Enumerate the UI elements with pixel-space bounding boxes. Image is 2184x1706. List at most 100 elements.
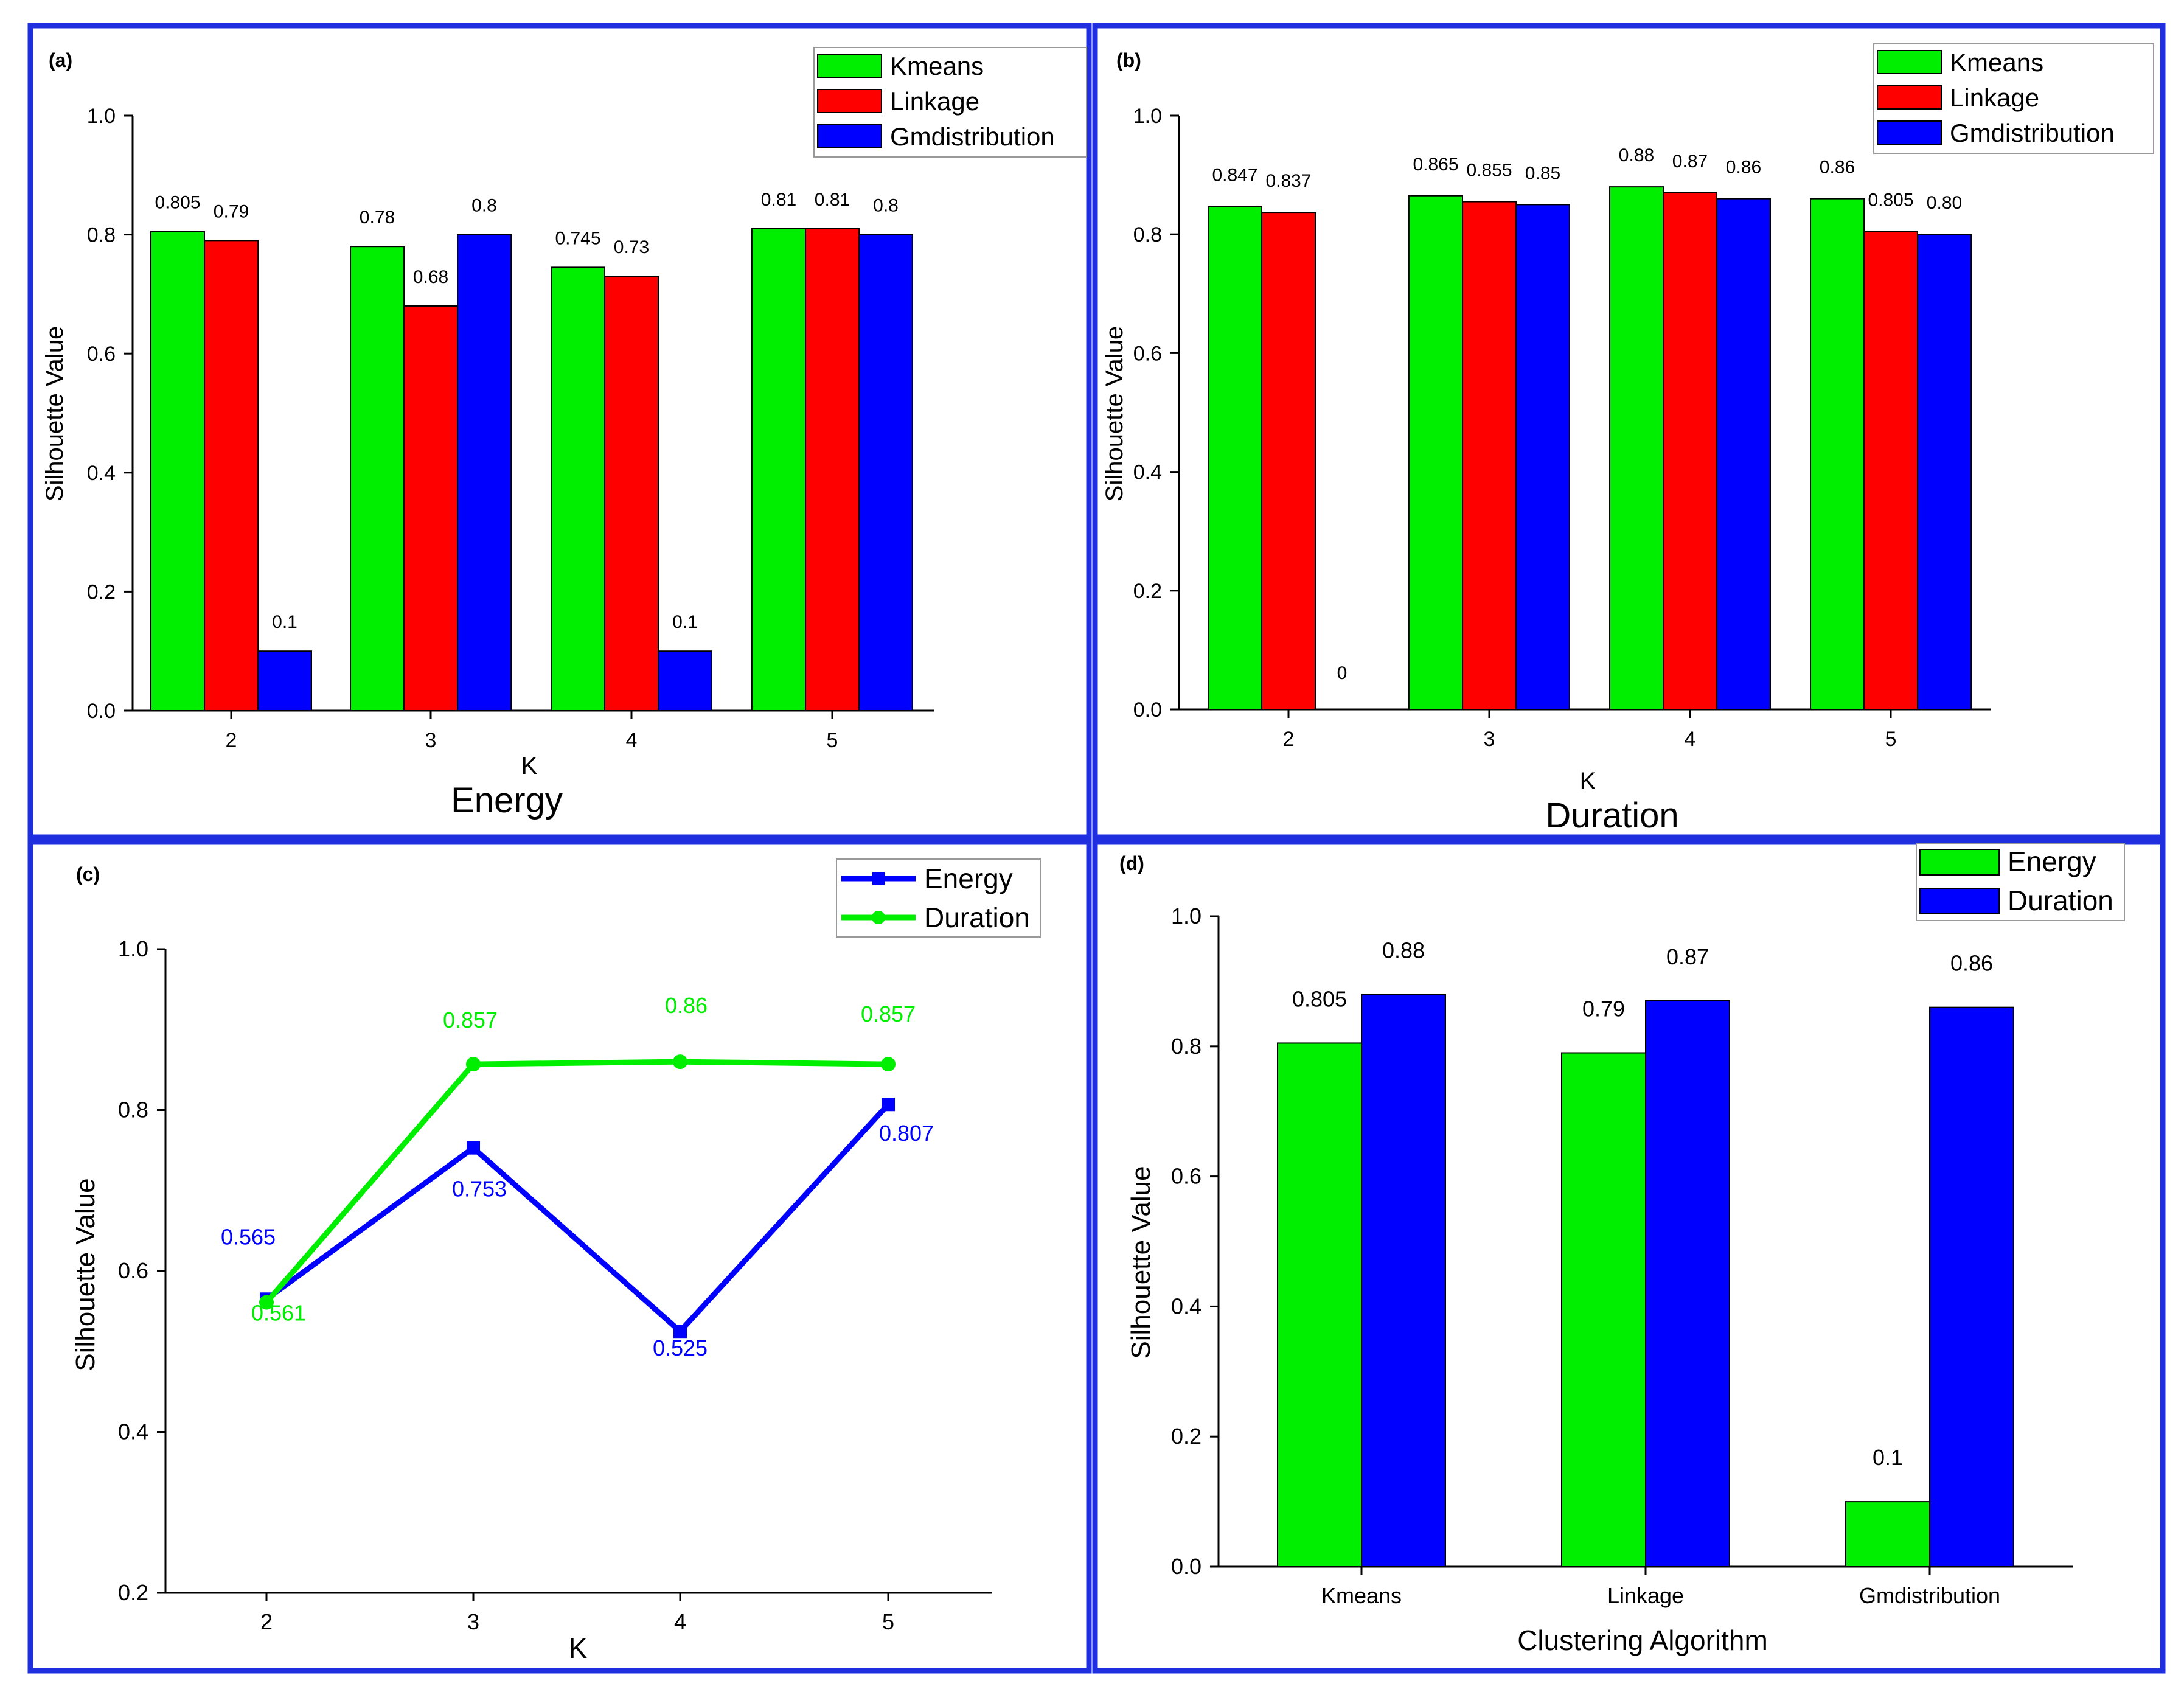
- x-axis-title: K: [521, 753, 538, 779]
- x-tick-label: 3: [425, 729, 437, 752]
- data-label: 0.805: [1292, 986, 1347, 1011]
- y-tick-label: 0.4: [1171, 1293, 1202, 1318]
- y-tick-label: 1.0: [1171, 903, 1202, 928]
- bar-gmdistribution-3: [457, 234, 512, 712]
- bar-linkage-4: [1663, 192, 1717, 710]
- bar-kmeans-3: [350, 246, 405, 712]
- x-axis-title: K: [1580, 768, 1596, 795]
- data-label: 0.81: [815, 190, 850, 210]
- y-tick-label: 1.0: [1133, 105, 1162, 128]
- bar-duration-gmdistribution: [1929, 1006, 2014, 1568]
- data-label: 0.865: [1413, 155, 1458, 175]
- bar-linkage-5: [805, 228, 860, 711]
- data-label: 0.86: [665, 993, 708, 1018]
- y-tick-label: 0.4: [87, 462, 116, 485]
- legend-box: [836, 858, 1041, 938]
- data-label: 0.805: [155, 193, 200, 213]
- data-label: 0.80: [1927, 193, 1962, 213]
- bar-gmdistribution-5: [1917, 234, 1972, 710]
- marker-duration: [466, 1057, 481, 1072]
- legend-marker: [872, 911, 885, 924]
- panel-label: (b): [1116, 49, 1141, 71]
- x-tick-label: 2: [260, 1609, 273, 1634]
- bar-energy-linkage: [1561, 1052, 1646, 1567]
- data-label: 0.8: [873, 196, 899, 216]
- y-tick-label: 0.2: [1171, 1424, 1202, 1449]
- panel-c: 0.2 0.4 0.6 0.8 1.0 2 3 4 5 Silhouette Value K (c) 0…: [71, 858, 1041, 1664]
- y-tick-label: 0.2: [118, 1580, 148, 1605]
- x-tick-label: 2: [1283, 728, 1295, 751]
- marker-energy: [673, 1325, 687, 1339]
- panel-d: 0.0 0.2 0.4 0.6 0.8 1.0 Kmeans Linkage Gmdistrib…: [1119, 843, 2125, 1656]
- bar-gmdistribution-2: [257, 650, 312, 711]
- legend-label: Kmeans: [1950, 48, 2043, 77]
- legend-label: Duration: [924, 902, 1030, 933]
- y-tick-label: 1.0: [87, 105, 116, 128]
- legend-label: Linkage: [1950, 83, 2039, 112]
- legend-label: Energy: [2008, 846, 2096, 877]
- legend-swatch: [1877, 50, 1942, 74]
- panel-label: (c): [76, 863, 100, 885]
- legend-swatch: [1919, 888, 2000, 914]
- data-label: 0.68: [413, 267, 448, 287]
- bar-energy-kmeans: [1277, 1042, 1362, 1567]
- y-tick-label: 0.8: [1171, 1034, 1202, 1059]
- y-tick-label: 0.6: [1133, 342, 1162, 365]
- legend-swatch: [1877, 85, 1942, 110]
- data-label: 0.855: [1466, 161, 1512, 181]
- data-label: 0.88: [1382, 938, 1425, 963]
- x-tick-label: Gmdistribution: [1859, 1583, 2000, 1608]
- data-label: 0.79: [1582, 996, 1625, 1021]
- x-axis-title: K: [569, 1632, 588, 1664]
- y-tick-label: 0.4: [1133, 461, 1162, 484]
- frame-b: [1092, 23, 2166, 840]
- bar-linkage-4: [604, 276, 659, 711]
- y-tick-label: 0.4: [118, 1419, 148, 1444]
- bar-linkage-2: [1261, 212, 1316, 710]
- y-tick-label: 0.8: [87, 224, 116, 247]
- y-tick-label: 0.8: [1133, 223, 1162, 246]
- data-label: 0.81: [761, 190, 796, 210]
- y-tick-label: 0.6: [118, 1258, 148, 1283]
- marker-energy: [467, 1141, 480, 1155]
- bar-linkage-5: [1863, 231, 1918, 710]
- legend-swatch: [817, 124, 882, 148]
- x-axis-title: Clustering Algorithm: [1517, 1624, 1768, 1656]
- y-axis-title: Silhouette Value: [71, 1178, 100, 1371]
- data-label: 0.847: [1212, 165, 1257, 185]
- data-label: 0.745: [555, 228, 600, 248]
- legend-marker: [872, 872, 885, 885]
- data-label: 0.805: [1868, 190, 1913, 210]
- x-tick-label: 4: [626, 729, 638, 752]
- legend-label: Energy: [924, 863, 1013, 894]
- x-tick-label: Linkage: [1607, 1583, 1684, 1608]
- y-tick-label: 0.6: [1171, 1164, 1202, 1189]
- legend-swatch: [817, 89, 882, 113]
- bar-kmeans-4: [551, 266, 605, 711]
- bar-gmdistribution-4: [658, 650, 712, 711]
- panel-b: 0.0 0.2 0.4 0.6 0.8 1.0 2 3 4 5 Silhouette Value K (…: [1101, 43, 2154, 835]
- bar-linkage-3: [403, 305, 458, 711]
- x-tick-label: 4: [674, 1609, 686, 1634]
- panel-frames: [27, 23, 2166, 1674]
- line-duration: [264, 1059, 889, 1304]
- bar-kmeans-3: [1408, 195, 1463, 710]
- x-tick-label: 3: [467, 1609, 479, 1634]
- data-label: 0.1: [672, 612, 698, 632]
- chart-title: Duration: [1545, 796, 1678, 835]
- legend-label: Duration: [2008, 885, 2113, 916]
- data-label: 0.807: [879, 1121, 934, 1146]
- y-axis-title: Silhouette Value: [1101, 326, 1128, 501]
- data-label: 0.73: [614, 237, 649, 257]
- x-tick-label: 3: [1484, 728, 1495, 751]
- legend-label: Kmeans: [890, 52, 984, 80]
- legend-swatch: [1877, 120, 1942, 145]
- bar-gmdistribution-5: [858, 234, 913, 712]
- frame-c: [27, 839, 1092, 1674]
- panel-label: (d): [1119, 852, 1144, 874]
- data-label: 0.561: [251, 1301, 306, 1326]
- panel-a: 0.0 0.2 0.4 0.6 0.8 1.0 2 3 4 5 Silhouette Value K (…: [41, 47, 1087, 820]
- bar-kmeans-4: [1609, 186, 1664, 710]
- data-label: 0.525: [653, 1335, 708, 1360]
